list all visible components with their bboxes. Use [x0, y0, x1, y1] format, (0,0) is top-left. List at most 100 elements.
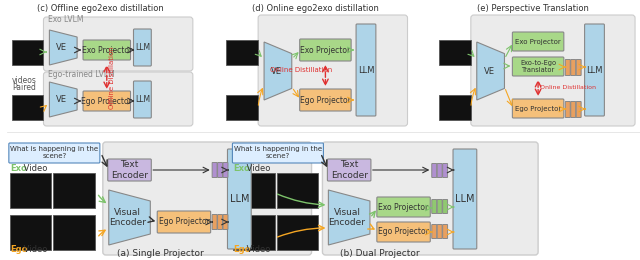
FancyBboxPatch shape [232, 143, 323, 163]
FancyBboxPatch shape [571, 60, 576, 75]
Text: videos: videos [12, 76, 36, 85]
Text: Ego Projector: Ego Projector [159, 218, 209, 226]
Text: Paired: Paired [12, 83, 36, 92]
FancyBboxPatch shape [513, 32, 564, 51]
Text: Exo Projector: Exo Projector [300, 46, 351, 55]
Text: Video: Video [20, 164, 47, 173]
Polygon shape [109, 190, 150, 245]
Text: LLM: LLM [586, 66, 603, 75]
FancyBboxPatch shape [83, 91, 131, 111]
FancyBboxPatch shape [212, 214, 217, 230]
FancyBboxPatch shape [432, 224, 436, 238]
FancyBboxPatch shape [437, 199, 442, 213]
FancyBboxPatch shape [103, 142, 312, 255]
FancyBboxPatch shape [513, 57, 564, 76]
FancyBboxPatch shape [432, 164, 436, 178]
Text: Exo: Exo [10, 164, 27, 173]
Text: LLM: LLM [135, 95, 150, 104]
FancyBboxPatch shape [576, 60, 581, 75]
FancyBboxPatch shape [83, 40, 131, 60]
FancyBboxPatch shape [53, 173, 95, 208]
Text: LLM: LLM [455, 194, 475, 204]
FancyBboxPatch shape [576, 101, 581, 118]
FancyBboxPatch shape [443, 199, 447, 213]
Text: Ego: Ego [234, 245, 251, 254]
FancyBboxPatch shape [258, 15, 408, 126]
FancyBboxPatch shape [377, 197, 430, 217]
Text: VE: VE [56, 95, 67, 104]
Text: LLM: LLM [230, 194, 249, 204]
FancyBboxPatch shape [513, 99, 564, 118]
Text: LLM: LLM [135, 43, 150, 52]
Polygon shape [264, 42, 292, 100]
FancyBboxPatch shape [234, 173, 275, 208]
FancyBboxPatch shape [277, 173, 319, 208]
Text: Visual
Encoder: Visual Encoder [109, 208, 146, 227]
Text: (c) Offline ego2exo distillation: (c) Offline ego2exo distillation [38, 4, 164, 13]
FancyBboxPatch shape [234, 215, 275, 250]
Text: Ego Projector: Ego Projector [515, 106, 561, 112]
Text: Offline Distillation: Offline Distillation [109, 47, 115, 109]
FancyBboxPatch shape [300, 39, 351, 61]
Text: What is happening in the
scene?: What is happening in the scene? [10, 146, 99, 159]
Text: Exo: Exo [234, 164, 250, 173]
FancyBboxPatch shape [439, 95, 471, 120]
Text: Text
Encoder: Text Encoder [331, 160, 367, 180]
Text: Ego Projector: Ego Projector [378, 228, 429, 237]
FancyBboxPatch shape [218, 162, 223, 178]
FancyBboxPatch shape [437, 224, 442, 238]
Text: Exo Projector: Exo Projector [378, 203, 429, 211]
Text: Text
Encoder: Text Encoder [111, 160, 148, 180]
FancyBboxPatch shape [328, 159, 371, 181]
Polygon shape [477, 42, 504, 100]
Text: LLM: LLM [358, 66, 374, 75]
Polygon shape [328, 190, 370, 245]
FancyBboxPatch shape [323, 142, 538, 255]
FancyBboxPatch shape [565, 60, 570, 75]
Text: (a) Single Projector: (a) Single Projector [117, 249, 204, 258]
Text: Exo Projector: Exo Projector [515, 38, 561, 44]
Text: VE: VE [271, 67, 282, 75]
Text: Online Distillation: Online Distillation [540, 84, 596, 89]
Text: Video: Video [244, 245, 271, 254]
FancyBboxPatch shape [443, 164, 447, 178]
FancyBboxPatch shape [10, 215, 51, 250]
FancyBboxPatch shape [584, 24, 604, 116]
FancyBboxPatch shape [53, 215, 95, 250]
FancyBboxPatch shape [44, 72, 193, 126]
Text: (d) Online ego2exo distillation: (d) Online ego2exo distillation [252, 4, 379, 13]
FancyBboxPatch shape [12, 95, 44, 120]
FancyBboxPatch shape [134, 81, 151, 118]
FancyBboxPatch shape [157, 211, 211, 233]
Text: Exo-to-Ego
Translator: Exo-to-Ego Translator [520, 60, 556, 73]
Text: Online Distillation: Online Distillation [269, 67, 332, 73]
FancyBboxPatch shape [439, 40, 471, 65]
FancyBboxPatch shape [437, 164, 442, 178]
FancyBboxPatch shape [377, 222, 430, 242]
FancyBboxPatch shape [10, 173, 51, 208]
FancyBboxPatch shape [223, 162, 228, 178]
FancyBboxPatch shape [565, 101, 570, 118]
FancyBboxPatch shape [9, 143, 100, 163]
Polygon shape [49, 30, 77, 65]
FancyBboxPatch shape [356, 24, 376, 116]
FancyBboxPatch shape [218, 214, 223, 230]
FancyBboxPatch shape [471, 15, 635, 126]
FancyBboxPatch shape [227, 95, 258, 120]
Polygon shape [49, 82, 77, 117]
Text: Ego Projector: Ego Projector [300, 95, 351, 105]
FancyBboxPatch shape [12, 40, 44, 65]
Text: Video: Video [244, 164, 271, 173]
FancyBboxPatch shape [223, 214, 228, 230]
Text: VE: VE [56, 43, 67, 52]
FancyBboxPatch shape [227, 149, 252, 249]
Text: Exo Projector: Exo Projector [82, 46, 132, 55]
FancyBboxPatch shape [432, 199, 436, 213]
Text: (b) Dual Projector: (b) Dual Projector [340, 249, 420, 258]
FancyBboxPatch shape [44, 17, 193, 71]
FancyBboxPatch shape [571, 101, 576, 118]
Text: (e) Perspective Translation: (e) Perspective Translation [477, 4, 589, 13]
FancyBboxPatch shape [300, 89, 351, 111]
FancyBboxPatch shape [453, 149, 477, 249]
FancyBboxPatch shape [108, 159, 151, 181]
